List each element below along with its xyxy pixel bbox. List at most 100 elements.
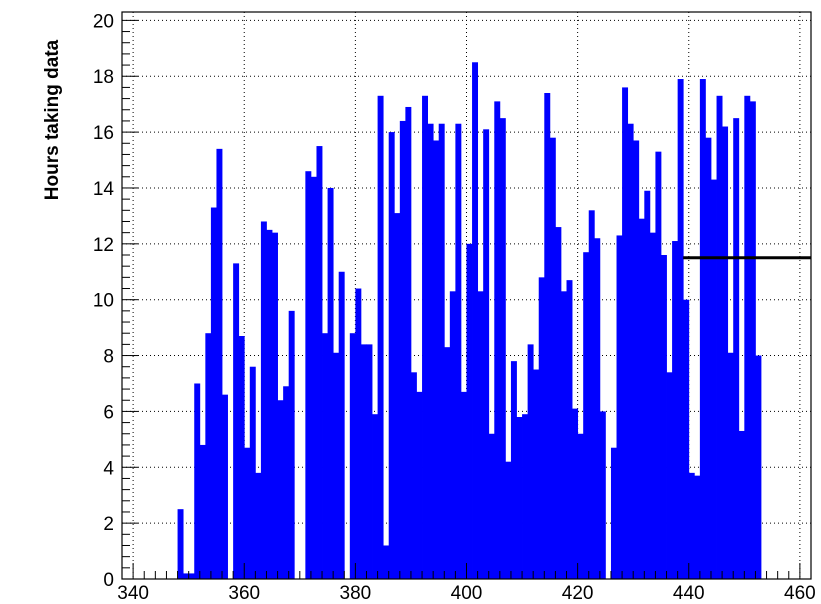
histogram-bar — [277, 400, 284, 579]
histogram-bar — [272, 232, 278, 580]
histogram-bar — [744, 95, 751, 580]
histogram-bar — [655, 151, 662, 580]
histogram-bar — [472, 62, 479, 579]
histogram-bar — [644, 190, 651, 580]
histogram-bar — [366, 344, 373, 579]
histogram-bar — [755, 355, 762, 579]
histogram-bar — [310, 176, 317, 580]
histogram-bar — [177, 509, 184, 579]
histogram-bar — [672, 241, 679, 579]
histogram-bar — [205, 333, 212, 579]
histogram-bar — [583, 252, 590, 579]
histogram-bar — [610, 447, 617, 579]
histogram-bar — [360, 344, 367, 579]
y-tick-label: 16 — [93, 123, 114, 144]
histogram-bar — [383, 545, 390, 579]
histogram-bar — [527, 344, 534, 579]
histogram-bar — [316, 146, 323, 579]
histogram-bar — [494, 101, 501, 580]
histogram-bar — [533, 369, 540, 579]
histogram-bar — [488, 433, 495, 579]
histogram-bar — [555, 227, 562, 579]
histogram-bar — [660, 255, 667, 579]
histogram-bar — [238, 336, 245, 579]
histogram-bar — [388, 132, 395, 579]
histogram-bar — [410, 372, 417, 579]
histogram-bar — [633, 140, 640, 579]
histogram-bar — [327, 187, 334, 579]
histogram-bar — [588, 210, 595, 579]
histogram-bar — [727, 352, 734, 579]
histogram-bar — [188, 573, 195, 579]
y-tick-label: 20 — [93, 11, 114, 32]
x-tick-label: 380 — [340, 583, 372, 604]
histogram-bar — [510, 361, 517, 579]
x-tick-label: 420 — [562, 583, 594, 604]
histogram-bar — [733, 118, 740, 579]
y-tick-label: 12 — [93, 235, 114, 256]
histogram-bar — [449, 291, 456, 579]
histogram-bar — [283, 386, 290, 579]
histogram-bar — [694, 475, 701, 579]
histogram-bar — [394, 213, 401, 579]
histogram-bar — [622, 87, 629, 580]
y-tick-label: 10 — [93, 291, 114, 312]
histogram-bar — [222, 394, 228, 579]
x-tick-label: 440 — [673, 583, 705, 604]
histogram-bar — [705, 137, 712, 580]
tick-labels: 340 360 380 400 420 440 460 0 2 4 6 8 10 12 14 16 18 20 — [93, 11, 816, 604]
histogram-bar — [549, 137, 556, 580]
y-tick-label: 4 — [103, 458, 114, 479]
histogram-bar — [710, 179, 717, 579]
histogram-bar — [499, 118, 506, 579]
histogram-bar — [516, 417, 523, 579]
histogram-bar — [699, 79, 706, 579]
histogram-bar — [422, 95, 429, 580]
histogram-bar — [399, 120, 406, 580]
x-tick-label: 400 — [451, 583, 483, 604]
histogram-bar — [460, 391, 467, 579]
histogram-bar — [216, 148, 223, 580]
x-tick-label: 460 — [784, 583, 816, 604]
histogram-bar — [599, 411, 606, 579]
histogram-bar — [183, 573, 190, 579]
histogram-bar — [333, 352, 340, 579]
histogram-bar — [722, 126, 729, 579]
x-tick-label: 340 — [117, 583, 149, 604]
histogram-bar — [688, 472, 695, 579]
histogram-bar — [427, 123, 434, 580]
y-tick-label: 0 — [103, 570, 114, 591]
histogram-bar — [266, 229, 273, 580]
histogram-bar — [566, 280, 573, 579]
y-axis-title: Hours taking data — [42, 39, 63, 200]
histogram-bar — [522, 414, 529, 579]
histogram-bar — [577, 433, 584, 579]
histogram-bar — [438, 123, 445, 580]
histogram-bar — [572, 408, 579, 579]
y-tick-label: 18 — [93, 67, 114, 88]
histogram-bar — [455, 123, 462, 580]
histogram-bar — [194, 383, 201, 579]
y-tick-label: 2 — [103, 514, 114, 535]
histogram-bar — [288, 310, 295, 579]
y-tick-label: 8 — [103, 347, 114, 368]
histogram-bar — [594, 238, 601, 579]
y-tick-label: 14 — [93, 179, 115, 200]
histogram-bar — [477, 291, 484, 579]
histogram-bar — [322, 333, 328, 579]
y-tick-label: 6 — [103, 402, 114, 423]
histogram-bar — [416, 391, 423, 579]
histogram-bar — [483, 129, 490, 579]
histogram-bar — [255, 472, 262, 579]
histogram-bar — [627, 123, 634, 580]
histogram-bar — [305, 171, 312, 579]
histogram-bar — [372, 414, 378, 579]
histogram-bar — [683, 299, 690, 579]
histogram-bar — [249, 366, 256, 579]
histogram-bar — [349, 333, 356, 579]
histogram-bar — [666, 372, 673, 579]
histogram-bar — [716, 95, 723, 580]
histogram-bar — [405, 106, 412, 579]
histogram-bar — [433, 140, 440, 579]
